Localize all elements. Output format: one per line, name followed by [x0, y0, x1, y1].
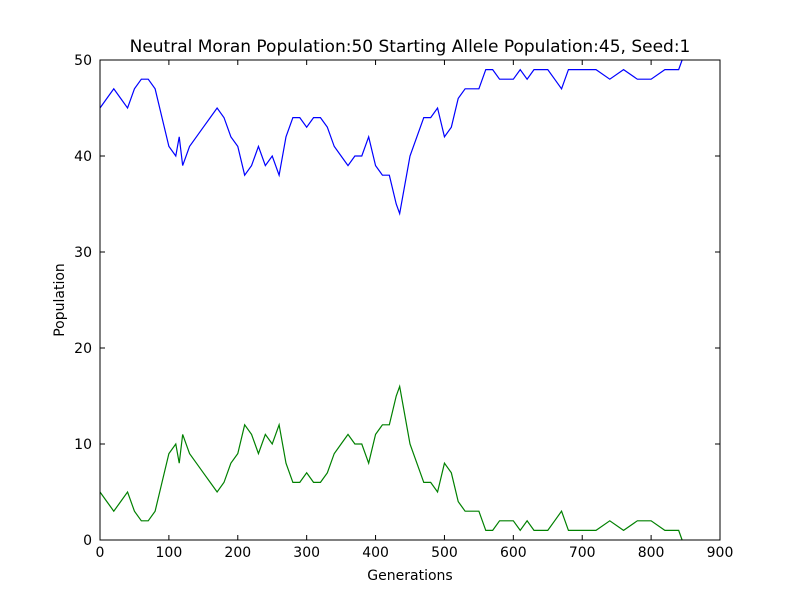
x-tick-label: 900: [707, 545, 734, 561]
chart-title: Neutral Moran Population:50 Starting All…: [130, 37, 691, 57]
plot-frame: [99, 59, 721, 541]
y-tick-label: 0: [83, 533, 92, 549]
x-tick-label: 700: [569, 545, 596, 561]
data-line: [99, 59, 683, 216]
y-tick-label: 20: [74, 341, 92, 357]
y-tick-label: 50: [74, 53, 92, 69]
data-line: [99, 384, 683, 541]
y-tick-label: 40: [74, 149, 92, 165]
x-tick-label: 600: [500, 545, 527, 561]
x-tick-label: 100: [156, 545, 183, 561]
x-tick-label: 200: [224, 545, 251, 561]
x-tick-label: 400: [362, 545, 389, 561]
x-tick-label: 800: [638, 545, 665, 561]
y-axis-label: Population: [52, 263, 68, 337]
x-axis-label: Generations: [367, 568, 452, 584]
y-tick-label: 10: [74, 437, 92, 453]
y-tick-label: 30: [74, 245, 92, 261]
x-tick-label: 500: [431, 545, 458, 561]
x-tick-label: 0: [96, 545, 105, 561]
x-tick-label: 300: [293, 545, 320, 561]
